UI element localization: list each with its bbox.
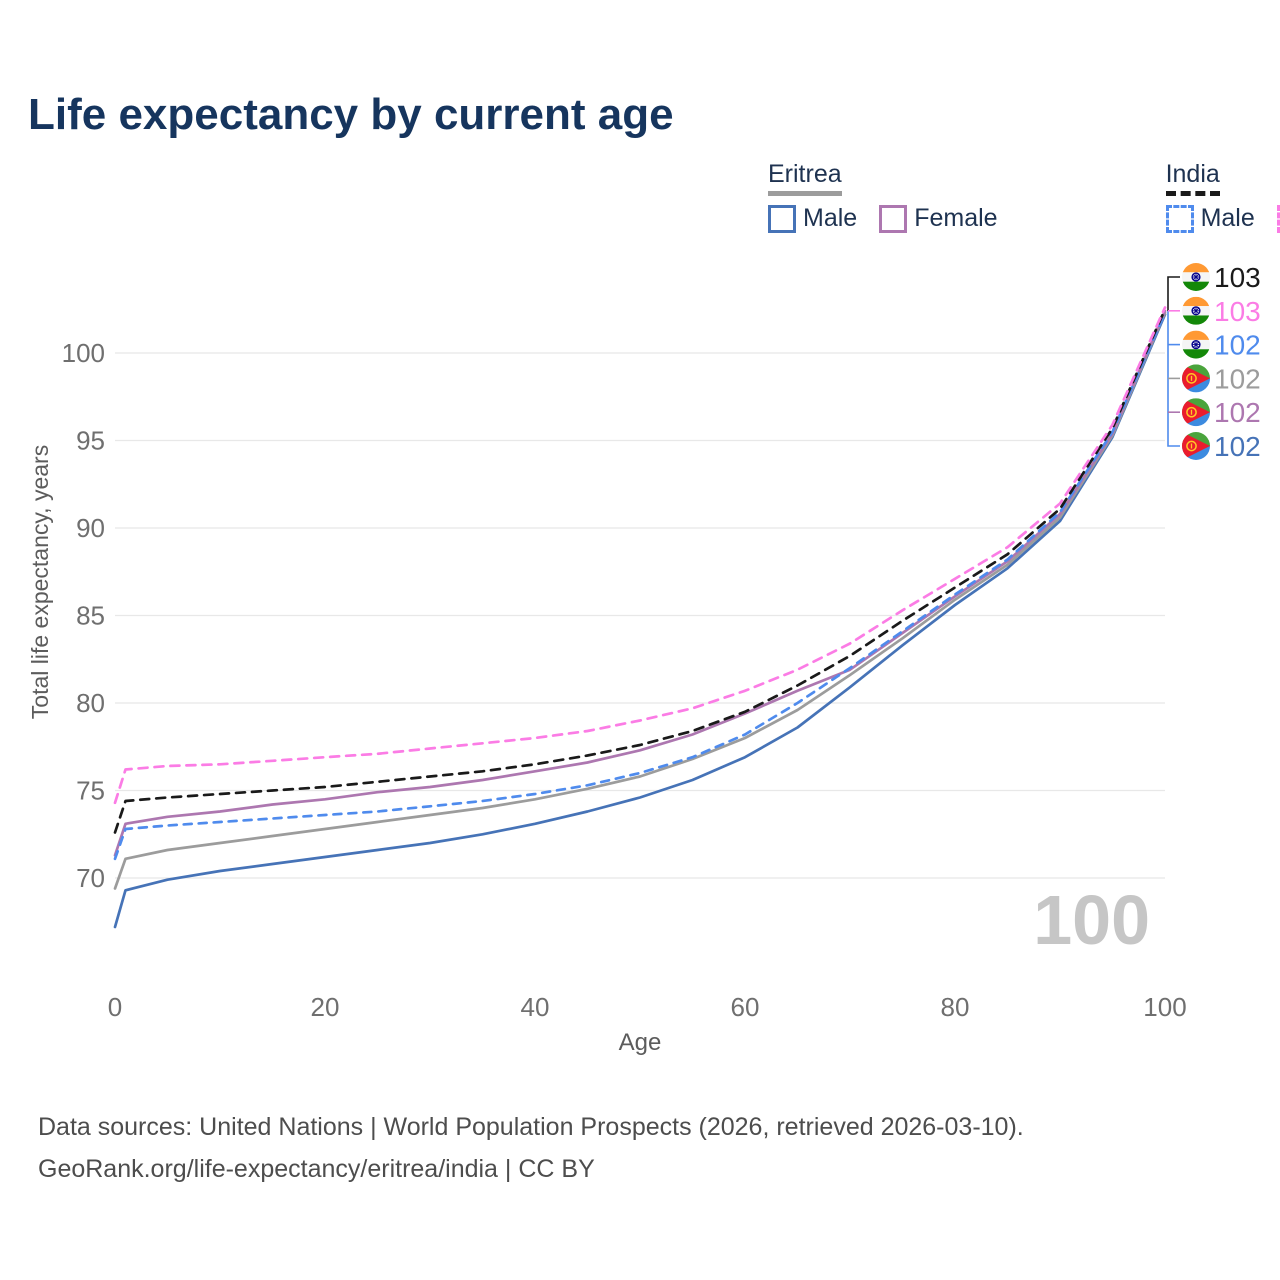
line-eritrea-both[interactable] bbox=[113, 311, 1167, 890]
legend-header-india[interactable]: India bbox=[1165, 160, 1220, 196]
legend: Eritrea Male Female India Male bbox=[768, 160, 1280, 233]
legend-item-eritrea-male[interactable]: Male bbox=[768, 204, 857, 233]
leader-line-black bbox=[1167, 276, 1180, 311]
x-tick-label-60: 60 bbox=[731, 992, 760, 1022]
line-india-male[interactable] bbox=[113, 311, 1167, 861]
eritrea-flag-icon bbox=[1182, 398, 1210, 427]
x-tick-label-0: 0 bbox=[108, 992, 122, 1022]
x-tick-label-40: 40 bbox=[521, 992, 550, 1022]
chakra-ring bbox=[1191, 272, 1201, 282]
x-tick-label-100: 100 bbox=[1143, 992, 1186, 1022]
y-tick-label-75: 75 bbox=[76, 776, 105, 806]
eritrea-male-swatch-icon bbox=[768, 204, 796, 233]
legend-item-eritrea-female[interactable]: Female bbox=[879, 204, 998, 233]
green-band bbox=[1182, 349, 1210, 359]
end-label-value: 102 bbox=[1214, 431, 1261, 462]
india-flag-icon bbox=[1182, 330, 1210, 359]
end-label-value: 102 bbox=[1214, 330, 1261, 361]
india-flag-icon bbox=[1182, 263, 1210, 291]
data-sources-footer: Data sources: United Nations | World Pop… bbox=[38, 1106, 1024, 1190]
end-label-value: 103 bbox=[1214, 296, 1261, 327]
y-tick-label-70: 70 bbox=[76, 863, 105, 893]
footer-line-2: GeoRank.org/life-expectancy/eritrea/indi… bbox=[38, 1155, 595, 1183]
chakra-ring bbox=[1191, 306, 1201, 316]
y-tick-label-95: 95 bbox=[76, 426, 105, 456]
eritrea-flag-icon bbox=[1182, 364, 1210, 393]
wreath-ring bbox=[1186, 373, 1197, 384]
legend-item-label: Male bbox=[803, 204, 858, 232]
end-label-value: 103 bbox=[1214, 262, 1261, 293]
saffron-band bbox=[1182, 330, 1210, 340]
y-tick-label-80: 80 bbox=[76, 688, 105, 718]
end-label-india-1[interactable]: 103 bbox=[1182, 296, 1261, 327]
legend-group-india: India Male Female bbox=[1165, 160, 1280, 233]
end-label-value: 102 bbox=[1214, 363, 1261, 394]
line-eritrea-female[interactable] bbox=[113, 309, 1167, 857]
end-label-eritrea-3[interactable]: 102 bbox=[1182, 363, 1261, 394]
india-male-swatch-icon bbox=[1165, 204, 1194, 233]
legend-group-eritrea: Eritrea Male Female bbox=[768, 160, 998, 233]
leader-line-blue bbox=[1167, 311, 1180, 447]
eritrea-female-swatch-icon bbox=[879, 204, 908, 233]
legend-item-label: Female bbox=[914, 204, 998, 232]
page-title: Life expectancy by current age bbox=[28, 90, 674, 139]
x-tick-label-80: 80 bbox=[941, 992, 970, 1022]
green-band bbox=[1182, 281, 1210, 291]
chakra-spoke bbox=[1195, 307, 1199, 312]
end-label-eritrea-4[interactable]: 102 bbox=[1182, 397, 1261, 428]
india-flag-icon bbox=[1182, 296, 1210, 325]
eritrea-flag-icon bbox=[1182, 432, 1210, 460]
end-label-value: 102 bbox=[1214, 397, 1261, 428]
saffron-band bbox=[1182, 263, 1210, 273]
chakra-spoke bbox=[1195, 274, 1199, 278]
y-tick-label-100: 100 bbox=[62, 338, 105, 368]
legend-item-india-male[interactable]: Male bbox=[1165, 204, 1255, 233]
india-female-swatch-icon bbox=[1276, 204, 1280, 233]
end-label-india-0[interactable]: 103 bbox=[1182, 262, 1261, 293]
end-label-india-2[interactable]: 102 bbox=[1182, 330, 1261, 361]
y-axis-title: Total life expectancy, years bbox=[27, 445, 53, 719]
end-label-eritrea-5[interactable]: 102 bbox=[1182, 431, 1261, 462]
y-tick-label-85: 85 bbox=[76, 601, 105, 631]
x-tick-label-20: 20 bbox=[311, 992, 340, 1022]
chakra-spoke bbox=[1195, 341, 1199, 345]
line-india-female[interactable] bbox=[113, 306, 1167, 805]
legend-item-india-female[interactable]: Female bbox=[1276, 204, 1280, 233]
age-watermark: 100 bbox=[1033, 881, 1150, 959]
green-band bbox=[1182, 315, 1210, 325]
line-eritrea-male[interactable] bbox=[113, 313, 1167, 929]
chakra-ring bbox=[1191, 340, 1201, 350]
footer-line-1: Data sources: United Nations | World Pop… bbox=[38, 1113, 1024, 1141]
legend-item-label: Male bbox=[1200, 204, 1255, 232]
line-india-both[interactable] bbox=[113, 307, 1167, 834]
wreath-ring bbox=[1186, 406, 1197, 418]
y-tick-label-90: 90 bbox=[76, 513, 105, 543]
saffron-band bbox=[1182, 296, 1210, 307]
x-axis-title: Age bbox=[619, 1029, 662, 1056]
wreath-ring bbox=[1186, 440, 1197, 452]
legend-header-eritrea[interactable]: Eritrea bbox=[768, 160, 842, 196]
